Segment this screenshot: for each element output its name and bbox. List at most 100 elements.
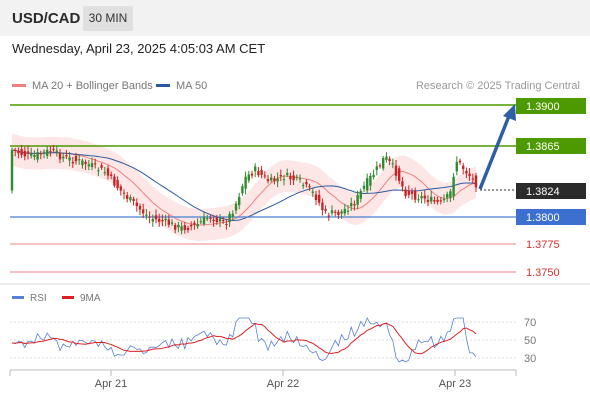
ma50-line	[11, 149, 477, 221]
candle-body	[308, 186, 311, 188]
candlesticks	[10, 145, 478, 235]
candle-body	[334, 211, 337, 213]
candle-body	[423, 195, 426, 199]
candle-body	[196, 223, 199, 227]
candle-body	[378, 165, 382, 167]
candle-body	[346, 210, 350, 212]
x-label-apr23: Apr 23	[439, 378, 471, 390]
rsi-label: RSI	[30, 293, 47, 304]
candle-body	[110, 174, 113, 176]
candle-body	[20, 149, 23, 155]
x-label-apr21: Apr 21	[95, 378, 127, 390]
legend-9ma: 9MA	[62, 293, 101, 304]
level-box-2	[516, 138, 586, 154]
candle-body	[321, 202, 324, 210]
candle-body	[116, 179, 119, 189]
candle-body	[132, 198, 135, 202]
candle-body	[180, 226, 183, 231]
candle-body	[270, 177, 273, 181]
candle-body	[74, 156, 78, 162]
candle-body	[404, 189, 407, 196]
candle-body	[151, 219, 154, 222]
band-area	[12, 133, 476, 241]
candle-body	[343, 208, 346, 214]
candle-body	[398, 168, 401, 181]
candle-body	[263, 175, 266, 177]
candle-body	[356, 194, 359, 205]
candle-body	[238, 196, 241, 206]
forecast-arrow	[478, 104, 516, 190]
candle-body	[158, 218, 161, 222]
candle-body	[458, 160, 462, 163]
candle-body	[164, 218, 167, 221]
candle-body	[87, 164, 90, 167]
rsi-tick-50: 50	[524, 335, 536, 347]
candle-body	[471, 178, 474, 180]
candle-body	[183, 225, 186, 231]
candle-body	[119, 186, 122, 191]
candle-body	[433, 200, 436, 202]
arrow-shaft	[478, 115, 511, 190]
level-label-1: 1.3900	[526, 101, 560, 113]
rsi-swatch	[12, 295, 24, 299]
candle-body	[372, 174, 375, 178]
candle-body	[52, 148, 55, 150]
candle-body	[250, 173, 254, 176]
candle-body	[414, 190, 417, 200]
candle-body	[282, 179, 286, 181]
candle-body	[228, 213, 231, 223]
candle-body	[430, 196, 433, 202]
candle-body	[385, 156, 388, 161]
candle-body	[94, 163, 97, 165]
candle-body	[244, 176, 247, 189]
ma20-label: MA 20 + Bollinger Bands	[32, 80, 153, 92]
header-bar: USD/CAD 30 MIN	[0, 0, 590, 36]
candle-body	[394, 165, 398, 176]
legend-ma50: MA 50	[156, 80, 207, 92]
candle-body	[353, 204, 356, 206]
rsi-lines	[11, 317, 477, 363]
x-label-apr22: Apr 22	[267, 378, 299, 390]
candle-body	[49, 151, 52, 153]
candle-body	[292, 175, 295, 181]
candle-body	[462, 165, 465, 170]
candle-body	[138, 205, 142, 210]
candle-body	[273, 178, 276, 182]
candle-body	[129, 197, 132, 201]
ma50-label: MA 50	[176, 80, 208, 92]
copyright-text: Research © 2025 Trading Central	[415, 80, 580, 92]
candle-body	[391, 163, 394, 165]
candle-body	[369, 175, 372, 186]
rsi-tick-30: 30	[524, 353, 536, 365]
candle-body	[474, 175, 478, 188]
candle-body	[42, 151, 46, 153]
candle-body	[170, 222, 174, 224]
candle-body	[257, 171, 260, 176]
candle-body	[26, 151, 30, 154]
level-label-2: 1.3865	[526, 141, 560, 153]
candle-body	[167, 219, 170, 225]
level-label-5: 1.3775	[526, 239, 560, 251]
candle-body	[401, 181, 404, 187]
candle-body	[330, 210, 334, 214]
candle-body	[289, 175, 292, 180]
timeframe-badge[interactable]: 30 MIN	[83, 6, 133, 31]
candle-body	[97, 170, 100, 172]
candle-body	[36, 152, 39, 160]
candle-body	[215, 217, 218, 223]
candle-body	[190, 224, 193, 227]
candle-body	[209, 217, 212, 219]
level-label-4: 1.3800	[526, 212, 560, 224]
candle-body	[122, 192, 126, 194]
candle-body	[298, 178, 302, 180]
ma20-swatch	[12, 83, 26, 87]
candle-body	[126, 195, 129, 199]
candle-body	[231, 213, 234, 217]
ma9-label: 9MA	[80, 293, 101, 304]
candle-body	[145, 214, 148, 216]
candle-body	[68, 157, 71, 161]
candle-body	[17, 150, 20, 154]
candle-body	[247, 174, 250, 181]
price-levels	[10, 104, 516, 273]
